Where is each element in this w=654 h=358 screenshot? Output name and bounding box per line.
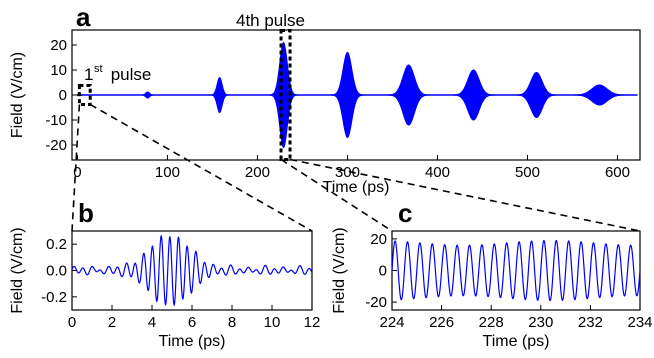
y-axis-label: Field (V/cm): [331, 227, 348, 313]
annotation-first-word: pulse: [106, 65, 151, 84]
panel-b-chart: 0 2 4 6 8 10 12 -0.2 0.0 0.2 Time (ps) Field (V/cm): [9, 227, 320, 350]
y-tick-label: -10: [45, 112, 67, 129]
x-tick-label: 226: [429, 314, 454, 331]
x-axis-label: Time (ps): [323, 179, 390, 196]
y-tick-label: 0.2: [46, 236, 67, 253]
y-axis-label: Field (V/cm): [9, 227, 26, 313]
x-tick-label: 200: [245, 164, 270, 181]
y-tick-label: 20: [370, 231, 387, 248]
connector-c-left: [280, 158, 393, 232]
highlight-box-first-pulse: [77, 84, 92, 106]
panel-b-label: b: [78, 198, 94, 228]
x-tick-label: 2: [108, 314, 116, 331]
x-tick-label: 4: [148, 314, 156, 331]
panel-a-label: a: [76, 2, 91, 32]
highlight-box-fourth-pulse: [279, 29, 292, 161]
x-tick-label: 8: [228, 314, 236, 331]
panel-a-chart: 0 100 200 300 400 500 600 -20 -10 0 10 20 Time (ps) F…: [9, 29, 641, 196]
y-tick-label: 0.0: [46, 263, 67, 280]
connector-b-right: [89, 103, 313, 232]
annotation-fourth-pulse: 4th pulse: [236, 11, 305, 30]
x-tick-label: 300: [335, 164, 360, 181]
y-tick-label: -20: [45, 137, 67, 154]
annotation-first-number: 1: [84, 65, 93, 84]
x-tick-label: 100: [155, 164, 180, 181]
y-tick-label: 10: [50, 62, 67, 79]
y-axis-label: Field (V/cm): [9, 52, 26, 138]
panel-c-chart: 224 226 228 230 232 234 -20 0 20 Time (ps) Field (…: [331, 227, 653, 350]
x-tick-label: 234: [627, 314, 652, 331]
y-tick-label: -0.2: [41, 289, 67, 306]
x-axis-label: Time (ps): [483, 333, 550, 350]
x-tick-label: 400: [425, 164, 450, 181]
x-tick-label: 600: [605, 164, 630, 181]
x-tick-label: 230: [528, 314, 553, 331]
x-tick-label: 232: [578, 314, 603, 331]
x-tick-label: 12: [304, 314, 321, 331]
y-tick-label: 20: [50, 37, 67, 54]
x-tick-label: 0: [68, 314, 76, 331]
signal-trace: [71, 235, 313, 307]
y-tick-label: -20: [365, 294, 387, 311]
x-tick-label: 0: [73, 164, 81, 181]
x-tick-label: 10: [264, 314, 281, 331]
x-tick-label: 228: [479, 314, 504, 331]
panel-c-label: c: [398, 198, 412, 228]
signal-trace: [391, 239, 641, 302]
x-axis-label: Time (ps): [159, 333, 226, 350]
y-tick-label: 0: [59, 87, 67, 104]
zoom-connector-lines: [71, 103, 641, 232]
connector-b-left: [71, 104, 81, 232]
x-tick-label: 500: [515, 164, 540, 181]
annotation-first-pulse: 1 st pulse: [84, 63, 151, 84]
x-tick-label: 6: [188, 314, 196, 331]
x-tick-label: 224: [379, 314, 404, 331]
annotation-first-superscript: st: [94, 63, 103, 75]
y-tick-label: 0: [379, 263, 387, 280]
